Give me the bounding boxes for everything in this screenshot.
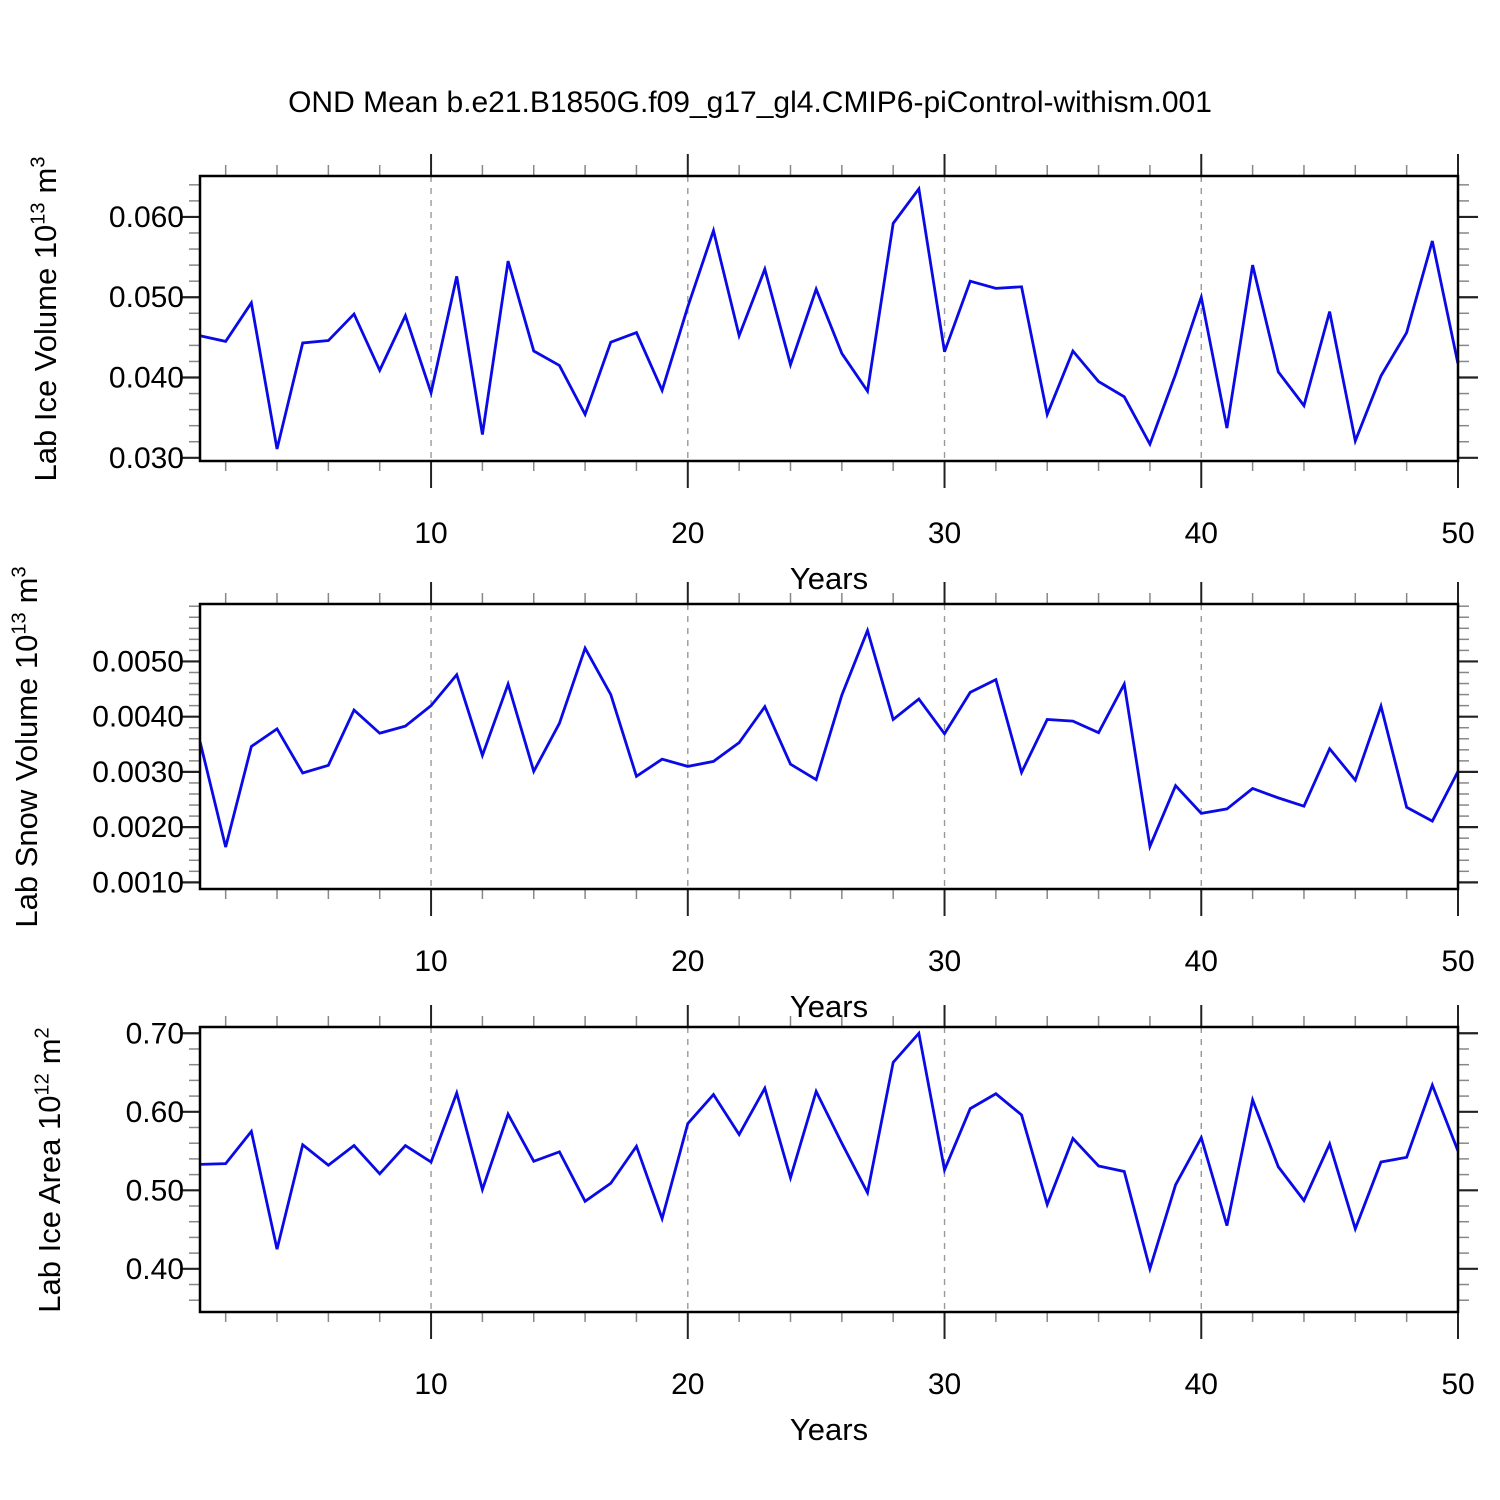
y-tick-label: 0.60 (126, 1096, 184, 1129)
y-tick-label: 0.70 (126, 1017, 184, 1050)
y-tick-label: 0.50 (126, 1174, 184, 1207)
axis-box (198, 1025, 1460, 1314)
y-tick-label: 0.050 (109, 281, 184, 314)
y-axis-title-unit: m (28, 167, 63, 194)
y-axis-title-snow-volume: Lab Snow Volume 1013 m3 (9, 566, 45, 927)
x-tick-label: 50 (1441, 945, 1474, 978)
x-tick-label: 50 (1441, 1368, 1474, 1401)
y-axis-title-unit-exponent: 3 (27, 156, 50, 168)
x-tick-label: 50 (1441, 517, 1474, 550)
x-tick-label: 40 (1185, 945, 1218, 978)
x-tick-label: 10 (414, 945, 447, 978)
y-axis-title-exponent: 13 (8, 612, 31, 635)
y-tick-label: 0.030 (109, 442, 184, 475)
y-tick-label: 0.0010 (92, 866, 184, 899)
y-tick-label: 0.40 (126, 1253, 184, 1286)
y-axis-title-text: Lab Ice Area 10 (32, 1095, 67, 1313)
x-tick-label: 20 (671, 945, 704, 978)
x-tick-label: 30 (928, 517, 961, 550)
x-axis-title: Years (789, 1412, 869, 1447)
chart-title: OND Mean b.e21.B1850G.f09_g17_gl4.CMIP6-… (288, 86, 1212, 119)
x-tick-label: 20 (671, 517, 704, 550)
y-tick-label: 0.0050 (92, 645, 184, 678)
x-tick-label: 30 (928, 1368, 961, 1401)
y-tick-label: 0.0020 (92, 811, 184, 844)
y-axis-title-unit-exponent: 2 (31, 1027, 54, 1039)
y-axis-title-ice-area: Lab Ice Area 1012 m2 (32, 1027, 68, 1312)
x-axis-title: Years (789, 561, 869, 596)
y-tick-label: 0.060 (109, 201, 184, 234)
x-tick-label: 10 (414, 517, 447, 550)
x-tick-label: 30 (928, 945, 961, 978)
x-tick-label: 40 (1185, 517, 1218, 550)
axis-box (198, 174, 1460, 463)
x-axis-title: Years (789, 989, 869, 1024)
y-tick-label: 0.0030 (92, 756, 184, 789)
y-axis-title-ice-volume: Lab Ice Volume 1013 m3 (28, 157, 64, 482)
data-line (198, 626, 1460, 852)
y-axis-title-exponent: 13 (27, 202, 50, 225)
data-line (199, 185, 1460, 450)
y-axis-title-text: Lab Ice Volume 10 (28, 224, 63, 482)
y-axis-title-unit-exponent: 3 (8, 566, 31, 578)
y-tick-label: 0.0040 (92, 701, 184, 734)
y-axis-title-text: Lab Snow Volume 10 (9, 634, 44, 928)
x-tick-label: 10 (414, 1368, 447, 1401)
axis-box (198, 602, 1460, 891)
y-tick-label: 0.040 (109, 362, 184, 395)
y-axis-title-unit: m (32, 1038, 67, 1065)
x-tick-label: 40 (1185, 1368, 1218, 1401)
y-axis-title-unit: m (9, 577, 44, 604)
y-axis-title-exponent: 12 (31, 1073, 54, 1096)
x-tick-label: 20 (671, 1368, 704, 1401)
data-line (199, 1030, 1460, 1274)
